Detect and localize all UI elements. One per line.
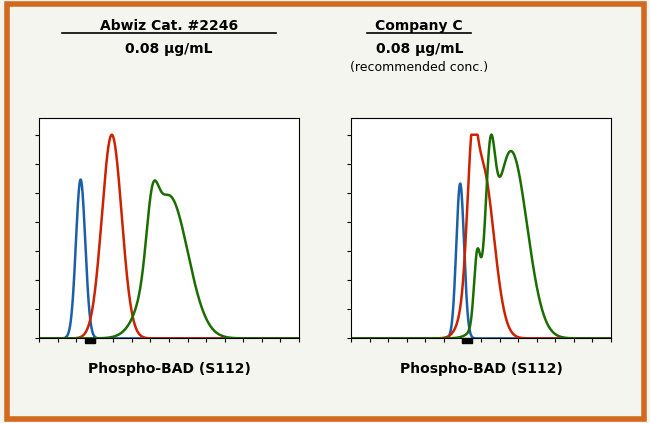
Bar <box>462 338 473 343</box>
Bar <box>84 338 96 343</box>
Text: 0.08 μg/mL: 0.08 μg/mL <box>376 42 463 56</box>
Text: Phospho-BAD (S112): Phospho-BAD (S112) <box>400 362 562 376</box>
Text: Abwiz Cat. #2246: Abwiz Cat. #2246 <box>100 19 238 33</box>
Text: 0.08 μg/mL: 0.08 μg/mL <box>125 42 213 56</box>
Text: Company C: Company C <box>376 19 463 33</box>
Text: Phospho-BAD (S112): Phospho-BAD (S112) <box>88 362 250 376</box>
Text: (recommended conc.): (recommended conc.) <box>350 61 488 74</box>
